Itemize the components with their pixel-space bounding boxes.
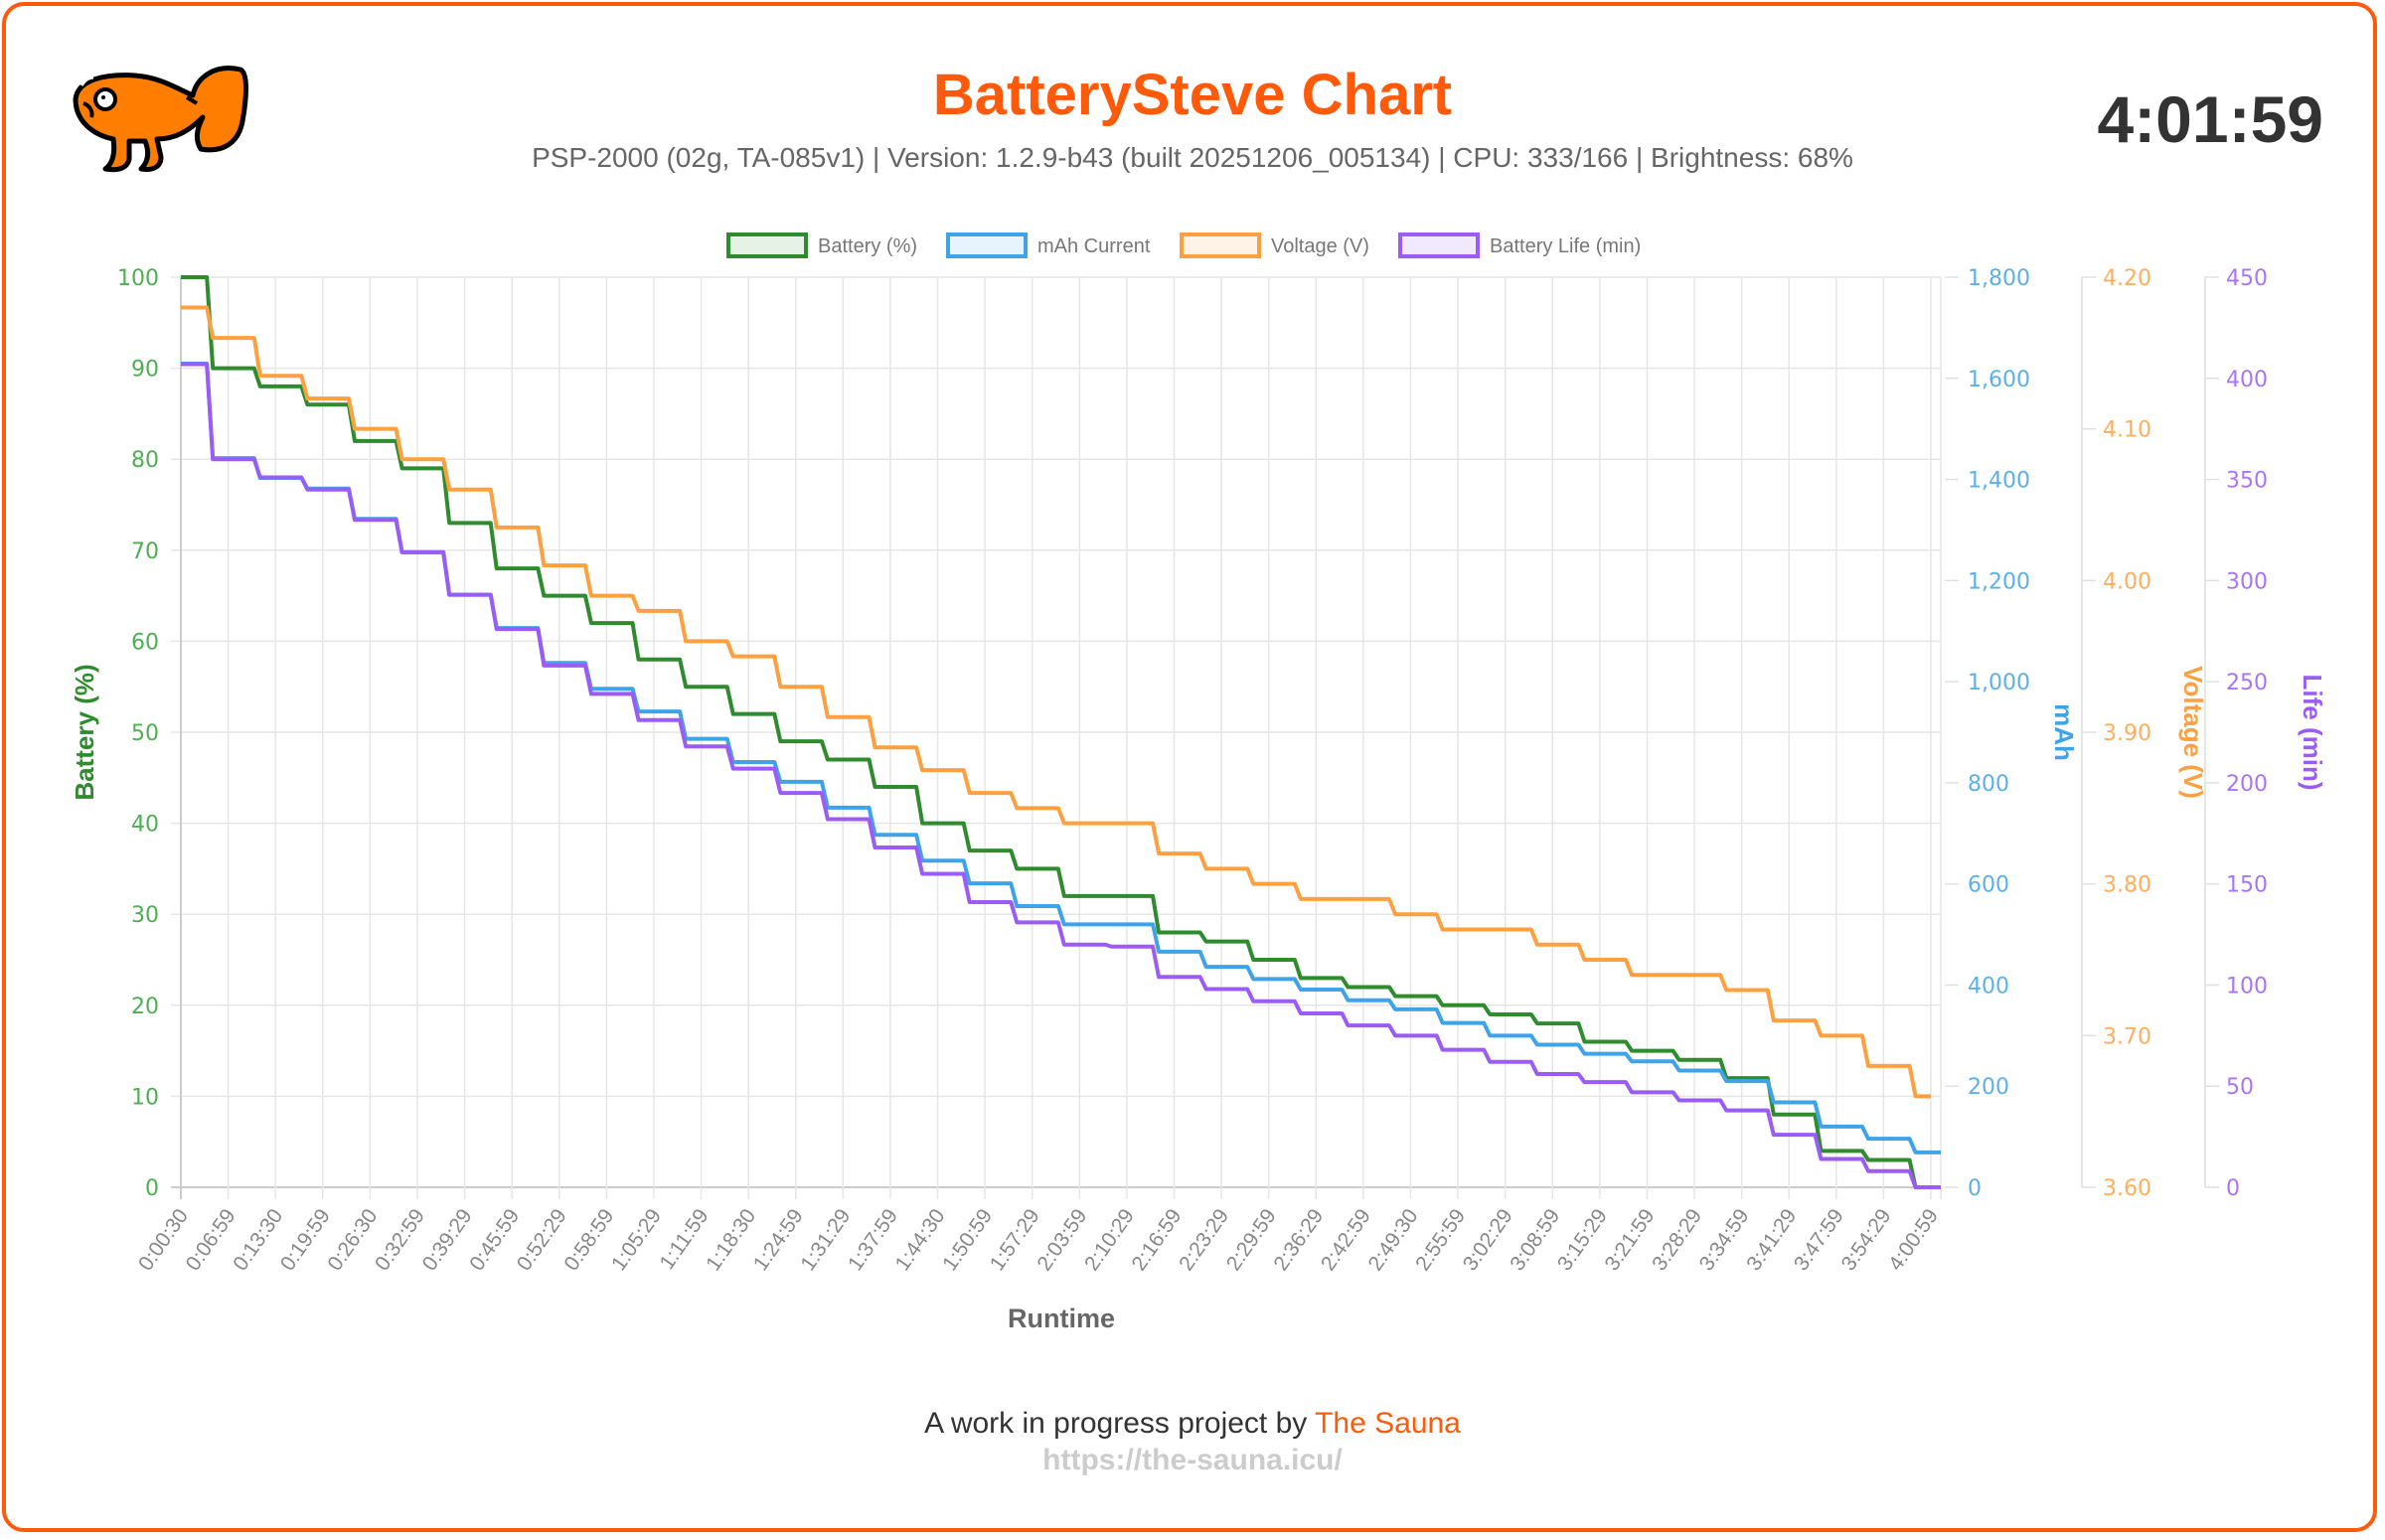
battery-axis-tick: 70 xyxy=(131,539,159,564)
battery-axis-tick: 20 xyxy=(131,995,159,1019)
mah-axis-title: mAh xyxy=(2049,703,2079,761)
battery-axis-tick: 50 xyxy=(131,721,159,746)
battery-axis-tick: 40 xyxy=(131,813,159,838)
mah-axis-tick: 1,200 xyxy=(1968,569,2030,594)
battery-axis-tick: 100 xyxy=(117,266,159,291)
life-axis-tick: 250 xyxy=(2226,671,2268,695)
mah-axis-tick: 0 xyxy=(1968,1176,1982,1201)
life-axis-tick: 50 xyxy=(2226,1075,2254,1100)
life-axis-tick: 300 xyxy=(2226,569,2268,594)
life-axis-title: Life (min) xyxy=(2298,675,2327,791)
legend-swatch-battery xyxy=(726,232,808,258)
life-axis-tick: 400 xyxy=(2226,368,2268,392)
life-axis-tick: 350 xyxy=(2226,469,2268,494)
legend-swatch-voltage xyxy=(1180,232,1261,258)
footer-url[interactable]: https://the-sauna.icu/ xyxy=(1042,1444,1343,1476)
voltage-axis-tick: 3.70 xyxy=(2103,1024,2151,1049)
footer-prefix: A work in progress project by xyxy=(924,1407,1308,1440)
life-axis-tick: 200 xyxy=(2226,772,2268,797)
life-axis-tick: 450 xyxy=(2226,266,2268,291)
battery-axis-tick: 10 xyxy=(131,1085,159,1110)
battery-axis-tick: 60 xyxy=(131,630,159,655)
fish-logo-icon xyxy=(73,66,248,173)
battery-axis-tick: 30 xyxy=(131,903,159,928)
series-line-life xyxy=(181,362,1941,1189)
voltage-axis-tick: 4.00 xyxy=(2103,569,2151,594)
device-info-subtitle: PSP-2000 (02g, TA-085v1) | Version: 1.2.… xyxy=(532,142,1853,173)
mah-axis-tick: 1,800 xyxy=(1968,266,2030,291)
voltage-axis-tick: 3.60 xyxy=(2103,1176,2151,1201)
legend-label-voltage: Voltage (V) xyxy=(1271,235,1369,257)
voltage-axis-tick: 4.20 xyxy=(2103,266,2151,291)
elapsed-time: 4:01:59 xyxy=(2097,82,2324,156)
the-sauna-link[interactable]: The Sauna xyxy=(1315,1407,1461,1440)
voltage-axis-title: Voltage (V) xyxy=(2178,666,2208,799)
series-line-voltage xyxy=(181,305,1931,1099)
voltage-axis-tick: 3.90 xyxy=(2103,721,2151,746)
life-axis-tick: 0 xyxy=(2226,1176,2240,1201)
voltage-axis-tick: 3.80 xyxy=(2103,873,2151,898)
x-axis-title: Runtime xyxy=(1008,1304,1115,1333)
legend-label-mah: mAh Current xyxy=(1037,235,1151,257)
life-axis-tick: 100 xyxy=(2226,974,2268,999)
mah-axis-tick: 1,000 xyxy=(1968,671,2030,695)
legend-label-life: Battery Life (min) xyxy=(1490,235,1641,257)
legend-label-battery: Battery (%) xyxy=(818,235,917,257)
battery-axis-tick: 0 xyxy=(145,1176,159,1201)
mah-axis-tick: 800 xyxy=(1968,772,2009,797)
series-line-battery xyxy=(181,275,1931,1189)
mah-axis-tick: 400 xyxy=(1968,974,2009,999)
life-axis-tick: 150 xyxy=(2226,873,2268,898)
mah-axis-tick: 200 xyxy=(1968,1075,2009,1100)
page-title: BatterySteve Chart xyxy=(932,63,1453,127)
legend-swatch-life xyxy=(1398,232,1480,258)
mah-axis-tick: 600 xyxy=(1968,873,2009,898)
mah-axis-tick: 1,600 xyxy=(1968,368,2030,392)
mah-axis-tick: 1,400 xyxy=(1968,469,2030,494)
x-tick-label: 4:00:59 xyxy=(1884,1205,1943,1276)
footer-credit: A work in progress project by The Sauna xyxy=(0,1407,2385,1441)
battery-chart: 0:00:300:06:590:13:300:19:590:26:300:32:… xyxy=(70,232,2327,1333)
x-tick-label: 1:05:29 xyxy=(607,1205,666,1276)
battery-axis-tick: 80 xyxy=(131,448,159,473)
battery-axis-tick: 90 xyxy=(131,358,159,383)
legend-swatch-mah xyxy=(946,232,1028,258)
battery-axis-title: Battery (%) xyxy=(70,664,99,800)
voltage-axis-tick: 4.10 xyxy=(2103,418,2151,443)
